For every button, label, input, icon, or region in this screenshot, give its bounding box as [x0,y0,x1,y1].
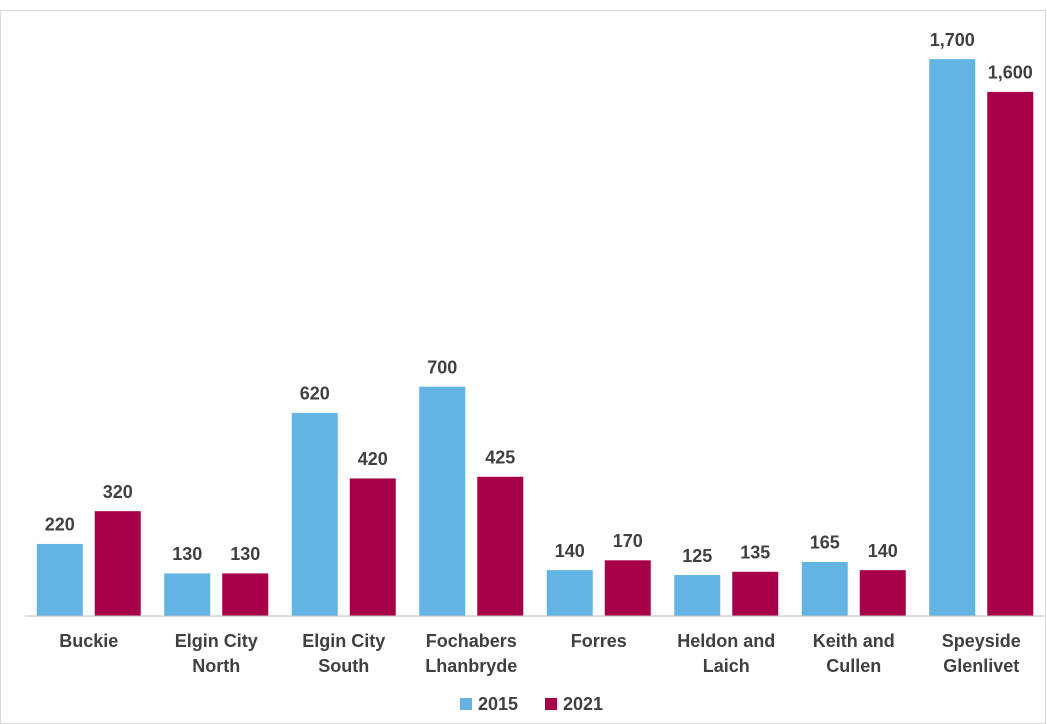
data-label: 220 [45,515,75,535]
x-tick-label-line: Elgin City [302,631,385,651]
bar [36,543,83,616]
data-label: 130 [230,544,260,564]
bar [859,570,906,616]
x-tick-label-line: Elgin City [175,631,258,651]
bar [929,59,976,617]
legend-label: 2015 [478,694,518,714]
bar [94,511,141,616]
data-label: 140 [555,541,585,561]
x-tick-label: Buckie [59,631,118,651]
data-label: 700 [427,357,457,377]
x-tick-label: Heldon and Laich [677,631,775,676]
x-tick-label: Elgin City North [175,631,258,676]
chart-border [0,10,1046,724]
bar [349,478,396,616]
x-tick-label-line: South [318,656,369,676]
x-tick-label-line: Fochabers [426,631,517,651]
bar [222,573,269,616]
data-label: 140 [868,541,898,561]
bar [987,91,1034,616]
data-label: 135 [740,543,770,563]
legend-swatch [545,698,557,710]
x-tick-label-line: Heldon and [677,631,775,651]
legend-swatch [460,698,472,710]
data-label: 130 [172,544,202,564]
x-tick-label-line: North [192,656,240,676]
bar [801,561,848,616]
legend-label: 2021 [563,694,603,714]
data-label: 620 [300,384,330,404]
x-tick-label-line: Forres [571,631,627,651]
data-label: 165 [810,533,840,553]
bar [291,412,338,616]
x-tick-label-line: Laich [703,656,750,676]
x-tick-label: Fochabers Lhanbryde [425,631,517,676]
x-tick-label: Elgin City South [302,631,385,676]
data-label: 125 [682,546,712,566]
x-tick-label-line: Lhanbryde [425,656,517,676]
data-label: 1,700 [930,30,975,50]
x-tick-label-line: Speyside [942,631,1021,651]
data-label: 420 [358,449,388,469]
x-tick-label-line: Cullen [826,656,881,676]
x-tick-label-line: Glenlivet [943,656,1019,676]
data-label: 320 [103,482,133,502]
bar [604,560,651,616]
data-label: 425 [485,448,515,468]
bar [419,386,466,616]
bar [546,570,593,616]
bar [732,571,779,616]
bar [477,476,524,616]
x-tick-label: Speyside Glenlivet [942,631,1021,676]
x-tick-label-line: Buckie [59,631,118,651]
bar [164,573,211,616]
bar [674,575,721,616]
x-tick-label: Forres [571,631,627,651]
x-tick-label-line: Keith and [813,631,895,651]
data-label: 170 [613,531,643,551]
data-label: 1,600 [988,63,1033,83]
x-tick-label: Keith and Cullen [813,631,895,676]
